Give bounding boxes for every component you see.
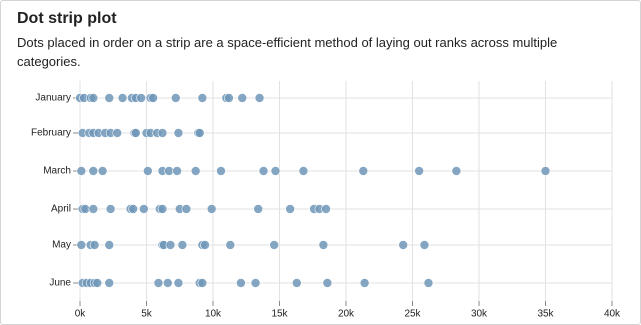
dot — [253, 204, 264, 214]
dot — [104, 93, 115, 103]
dot — [250, 278, 261, 288]
dot — [298, 166, 309, 176]
dot — [80, 204, 91, 214]
dot — [105, 204, 116, 214]
dot — [173, 128, 184, 138]
dot — [224, 93, 234, 103]
x-tick-label: 35k — [537, 309, 554, 320]
dot — [157, 128, 168, 138]
dot — [254, 93, 265, 103]
y-tick-label: February — [31, 128, 71, 139]
dot — [419, 240, 430, 250]
dot — [197, 278, 208, 288]
dot — [128, 204, 138, 214]
dot — [358, 166, 369, 176]
dot — [89, 240, 100, 250]
dot — [237, 93, 248, 103]
dot — [104, 278, 115, 288]
dot — [173, 278, 184, 288]
dot — [143, 166, 153, 176]
dot — [216, 166, 226, 176]
dot — [414, 166, 424, 176]
dot — [162, 278, 173, 288]
dot — [197, 93, 208, 103]
dot — [190, 166, 201, 176]
x-tick-label: 10k — [205, 309, 222, 320]
dot — [104, 240, 115, 250]
dot — [451, 166, 462, 176]
x-tick-label: 15k — [271, 309, 288, 320]
dot — [112, 128, 123, 138]
dot — [225, 240, 236, 250]
y-tick-label: June — [49, 278, 71, 289]
dot — [76, 166, 87, 176]
dot — [165, 240, 176, 250]
dot — [88, 166, 99, 176]
x-tick-label: 5k — [141, 309, 153, 320]
dot — [164, 166, 174, 176]
dot — [153, 278, 164, 288]
dot — [398, 240, 408, 250]
dot — [148, 93, 158, 103]
dot — [136, 93, 146, 103]
dot — [170, 93, 181, 103]
dot — [318, 240, 329, 250]
dot — [88, 93, 99, 103]
dot — [92, 278, 103, 288]
dot — [270, 166, 281, 176]
dot — [236, 278, 246, 288]
x-tick-label: 40k — [604, 309, 621, 320]
dot — [285, 204, 295, 214]
dot — [269, 240, 279, 250]
chart-subtitle: Dots placed in order on a strip are a sp… — [17, 35, 558, 69]
dot — [88, 204, 99, 214]
x-tick-label: 20k — [338, 309, 355, 320]
dot — [131, 128, 141, 138]
chart-title: Dot strip plot — [17, 10, 117, 27]
dot — [181, 204, 192, 214]
dot — [321, 204, 331, 214]
dot — [76, 240, 87, 250]
dot — [540, 166, 551, 176]
y-tick-label: April — [51, 204, 71, 215]
dot — [139, 204, 149, 214]
dot — [200, 240, 210, 250]
dot — [359, 278, 370, 288]
dot — [423, 278, 434, 288]
dot — [322, 278, 333, 288]
dot — [97, 166, 108, 176]
x-tick-label: 0k — [75, 309, 87, 320]
y-tick-label: May — [52, 240, 71, 251]
dot — [258, 166, 269, 176]
y-tick-label: March — [43, 166, 71, 177]
dot — [117, 93, 128, 103]
y-tick-label: January — [35, 93, 71, 104]
x-tick-label: 25k — [404, 309, 421, 320]
dot — [291, 278, 302, 288]
dot — [194, 128, 205, 138]
x-tick-label: 30k — [471, 309, 488, 320]
dot — [177, 240, 188, 250]
dot — [157, 204, 168, 214]
dot — [206, 204, 217, 214]
dot — [172, 166, 182, 176]
